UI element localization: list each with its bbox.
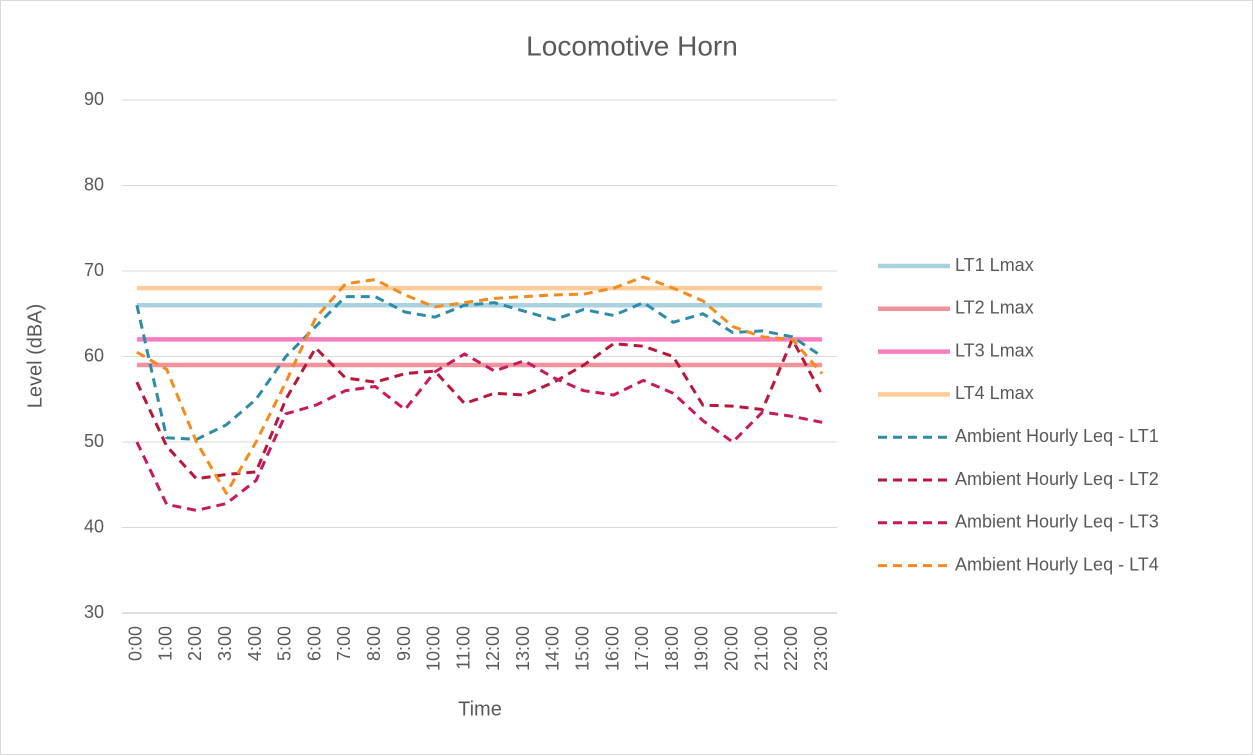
legend-label: LT3 Lmax [955, 340, 1034, 360]
x-tick-label: 8:00 [364, 626, 384, 661]
y-tick-label: 30 [84, 602, 104, 622]
x-tick-label: 22:00 [781, 626, 801, 671]
x-tick-label: 19:00 [692, 626, 712, 671]
series-line [135, 352, 823, 512]
series-line [135, 337, 824, 481]
x-tick-label: 23:00 [811, 626, 831, 671]
x-axis-label: Time [458, 698, 502, 720]
x-tick-label: 14:00 [543, 626, 563, 671]
legend-label: LT4 Lmax [955, 383, 1034, 403]
x-tick-label: 20:00 [721, 626, 741, 671]
y-tick-label: 70 [84, 260, 104, 280]
x-tick-label: 7:00 [334, 626, 354, 661]
x-tick-label: 5:00 [275, 626, 295, 661]
x-tick-label: 13:00 [513, 626, 533, 671]
legend-label: LT1 Lmax [955, 255, 1034, 275]
x-tick-label: 2:00 [185, 626, 205, 661]
x-tick-label: 21:00 [751, 626, 771, 671]
y-tick-label: 90 [84, 89, 104, 109]
x-tick-label: 6:00 [304, 626, 324, 661]
x-tick-label: 15:00 [573, 626, 593, 671]
legend-label: Ambient Hourly Leq - LT3 [955, 512, 1159, 532]
chart-title: Locomotive Horn [526, 30, 738, 61]
x-tick-label: 11:00 [453, 626, 473, 670]
x-tick-label: 16:00 [602, 626, 622, 671]
legend-label: LT2 Lmax [955, 298, 1034, 318]
series-line [136, 275, 824, 495]
y-axis-label: Level (dBA) [24, 304, 46, 409]
x-tick-label: 9:00 [394, 626, 414, 661]
series-line [135, 295, 823, 441]
y-tick-label: 80 [84, 174, 104, 194]
x-tick-label: 1:00 [155, 626, 175, 661]
y-tick-label: 60 [84, 345, 104, 365]
x-tick-label: 3:00 [215, 626, 235, 661]
x-tick-label: 4:00 [245, 626, 265, 661]
x-tick-label: 17:00 [632, 626, 652, 671]
x-tick-label: 12:00 [483, 626, 503, 671]
x-tick-label: 0:00 [126, 626, 146, 661]
legend-label: Ambient Hourly Leq - LT4 [955, 554, 1159, 574]
legend-label: Ambient Hourly Leq - LT1 [955, 426, 1159, 446]
legend-label: Ambient Hourly Leq - LT2 [955, 469, 1159, 489]
x-tick-label: 18:00 [662, 626, 682, 671]
x-tick-label: 10:00 [424, 626, 444, 671]
y-tick-label: 50 [84, 431, 104, 451]
y-tick-label: 40 [84, 516, 104, 536]
